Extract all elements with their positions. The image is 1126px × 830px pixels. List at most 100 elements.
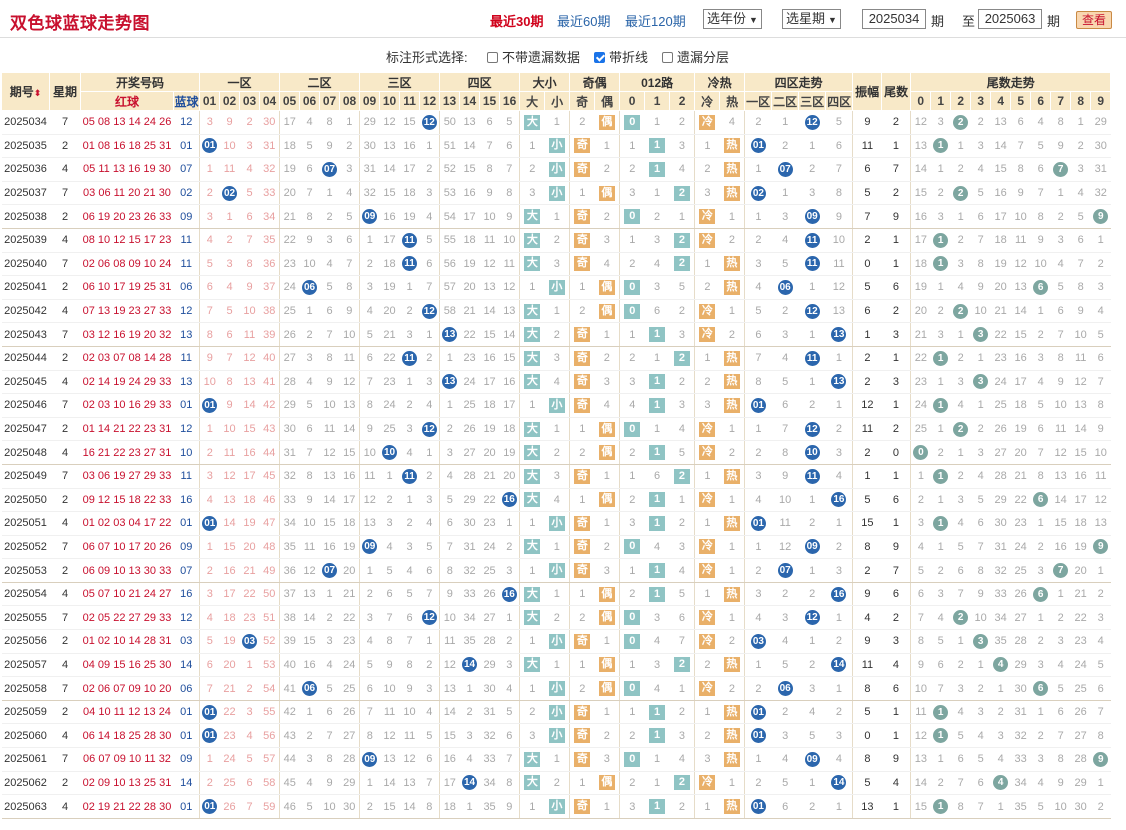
checkbox-icon[interactable] bbox=[487, 52, 498, 63]
query-button[interactable]: 查看 bbox=[1076, 11, 1112, 29]
tail-cell: 1 bbox=[881, 134, 912, 159]
zone-trend-cell: 7 bbox=[744, 346, 772, 371]
size-big-cell: 大 bbox=[519, 417, 545, 442]
to-issue-input[interactable]: 2025063 bbox=[978, 9, 1042, 29]
tail-trend-cell: 2 bbox=[1050, 605, 1071, 631]
zone-cell: 46 bbox=[259, 488, 281, 513]
checkbox-checked-icon[interactable] bbox=[594, 52, 605, 63]
road-cell: 3 bbox=[644, 605, 670, 631]
size-big-cell: 大 bbox=[519, 535, 545, 560]
zone-cell: 12 bbox=[319, 440, 340, 465]
tail-trend-cell: 6 bbox=[950, 747, 971, 772]
range-link-30[interactable]: 最近30期 bbox=[490, 14, 544, 29]
hot-cell: 1 bbox=[719, 417, 746, 442]
amp-cell: 5 bbox=[852, 181, 882, 206]
zone-cell: 17 bbox=[439, 771, 460, 796]
tail-trend-cell: 18 bbox=[910, 252, 931, 277]
zone-cell: 11 bbox=[399, 252, 420, 277]
zone-cell: 1 bbox=[439, 346, 460, 371]
range-link-120[interactable]: 最近120期 bbox=[625, 14, 686, 29]
cold-cell: 1 bbox=[694, 346, 720, 371]
option-no-omission[interactable]: 不带遗漏数据 bbox=[487, 47, 580, 66]
tail-num-header: 1 bbox=[930, 91, 952, 111]
table-row: 2025046 7 02 03 10 16 29 33 01 01 9 14 42 29 5 10 1… bbox=[1, 393, 1111, 418]
road-cell: 1 bbox=[644, 134, 670, 159]
size-tag: 大 bbox=[524, 232, 541, 248]
zone-cell: 14 bbox=[299, 605, 320, 631]
issue-header[interactable]: 期号⬍ bbox=[1, 72, 50, 111]
zone-cell: 2 bbox=[199, 558, 220, 583]
hot-tag: 冷 bbox=[699, 681, 716, 697]
zone-cell: 36 bbox=[279, 558, 300, 583]
red-balls-cell: 06 19 20 23 26 33 bbox=[80, 204, 174, 229]
tail-trend-cell: 2 bbox=[1050, 204, 1071, 229]
tail-marker: 6 bbox=[1033, 279, 1049, 295]
zone-cell: 13 bbox=[379, 747, 400, 772]
tail-trend-cell: 7 bbox=[1050, 723, 1071, 749]
zone-cell: 14 bbox=[499, 322, 521, 347]
blue-ball-cell: 12 bbox=[173, 417, 201, 442]
week-cell: 2 bbox=[49, 558, 81, 583]
from-issue-input[interactable]: 2025034 bbox=[862, 9, 926, 29]
road-cell: 5 bbox=[669, 275, 696, 300]
zone-cell: 9 bbox=[299, 488, 320, 513]
tail-num-header: 4 bbox=[990, 91, 1012, 111]
zone-cell: 40 bbox=[279, 653, 300, 678]
zone-cell: 4 bbox=[299, 370, 320, 395]
range-link-60[interactable]: 最近60期 bbox=[557, 14, 611, 29]
tail-cell: 2 bbox=[881, 417, 912, 442]
zone-cell: 55 bbox=[439, 228, 460, 253]
period-select[interactable]: 选星期 ▼ bbox=[782, 9, 841, 29]
cold-cell: 1 bbox=[694, 134, 720, 159]
zone-trend-cell: 1 bbox=[825, 511, 854, 536]
tail-trend-cell: 4 bbox=[910, 535, 931, 560]
checkbox-icon[interactable] bbox=[662, 52, 673, 63]
zone-trend-cell: 2 bbox=[744, 558, 772, 583]
tail-marker: 1 bbox=[933, 397, 949, 413]
size-tag: 小 bbox=[548, 563, 565, 579]
zone-cell: 4 bbox=[239, 157, 260, 182]
trend-table-container: 期号⬍ 星期 开奖号码 一区 二区 三区 四区 大小 奇偶 012路 冷热 四区… bbox=[1, 72, 1125, 830]
tail-trend-cell: 22 bbox=[910, 346, 931, 371]
zone-cell: 1 bbox=[359, 558, 380, 583]
year-select[interactable]: 选年份 ▼ bbox=[703, 9, 762, 29]
zone-cell: 1 bbox=[399, 488, 420, 513]
option-omission-layer[interactable]: 遗漏分层 bbox=[662, 47, 729, 66]
zone-cell: 31 bbox=[479, 700, 500, 725]
sort-icon[interactable]: ⬍ bbox=[33, 88, 42, 98]
tail-trend-cell: 7 bbox=[970, 794, 991, 819]
blue-ball-marker: 06 bbox=[302, 279, 318, 295]
road-cell: 2 bbox=[669, 252, 696, 277]
zone-cell: 8 bbox=[359, 393, 380, 418]
zone-cell: 13 bbox=[339, 393, 361, 418]
cold-cell: 冷 bbox=[694, 110, 720, 135]
tail-cell: 1 bbox=[881, 700, 912, 725]
hot-tag: 热 bbox=[723, 799, 740, 815]
amp-cell: 8 bbox=[852, 535, 882, 560]
zone-cell: 21 bbox=[239, 558, 260, 583]
option-with-line[interactable]: 带折线 bbox=[594, 47, 648, 66]
zone-cell: 6 bbox=[319, 700, 340, 725]
week-cell: 2 bbox=[49, 417, 81, 442]
parity-odd-cell: 奇 bbox=[569, 747, 595, 772]
zone-cell: 5 bbox=[219, 299, 240, 324]
zone-cell: 2 bbox=[419, 653, 441, 678]
zone-cell: 3 bbox=[319, 228, 340, 253]
size-small-cell: 小 bbox=[544, 794, 571, 819]
red-balls-cell: 06 07 09 10 11 32 bbox=[80, 747, 174, 772]
tail-trend-cell: 13 bbox=[910, 134, 931, 159]
size-big-cell: 1 bbox=[519, 393, 545, 418]
zone-trend-cell: 13 bbox=[825, 322, 854, 347]
zone-cell: 56 bbox=[439, 252, 460, 277]
issue-cell: 2025053 bbox=[1, 558, 50, 583]
zone-cell: 14 bbox=[459, 653, 480, 678]
zone-cell: 47 bbox=[259, 511, 281, 536]
week-cell: 2 bbox=[49, 771, 81, 796]
tail-trend-cell: 10 bbox=[1010, 204, 1031, 229]
tail-trend-cell: 12 bbox=[910, 110, 931, 135]
tail-marker: 1 bbox=[933, 468, 949, 484]
size-small-cell: 小 bbox=[544, 157, 571, 182]
zone-cell: 7 bbox=[439, 535, 460, 560]
tail-trend-cell: 8 bbox=[1050, 747, 1071, 772]
size-tag: 大 bbox=[524, 445, 541, 461]
